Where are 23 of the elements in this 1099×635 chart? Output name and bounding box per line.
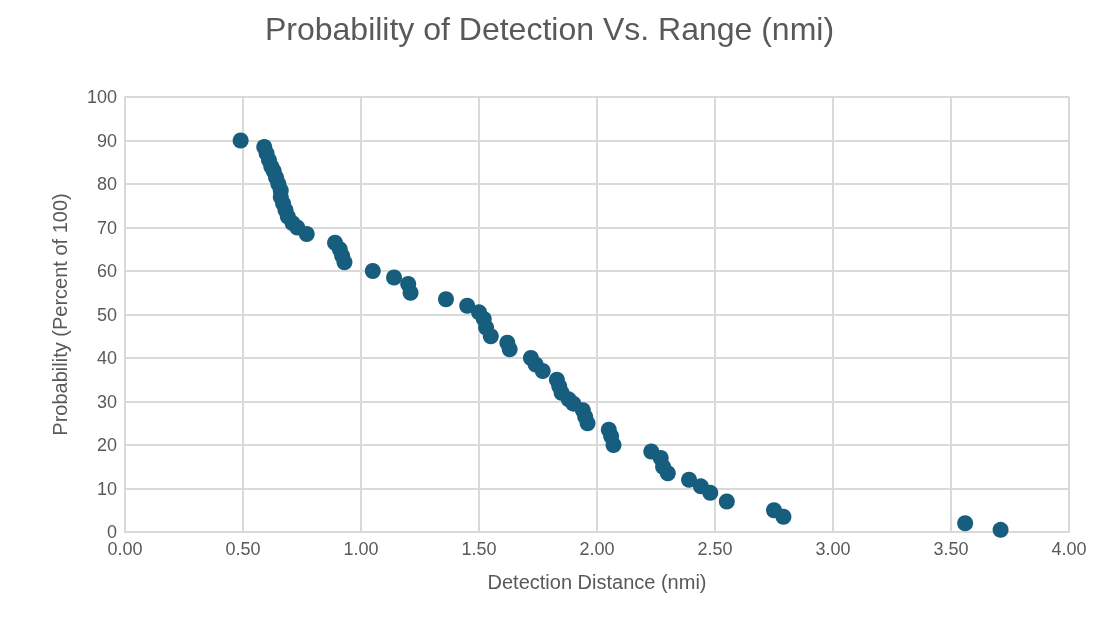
x-tick-label: 1.00 xyxy=(343,539,379,559)
x-tick-label: 4.00 xyxy=(1051,539,1087,559)
x-tick-label: 0.50 xyxy=(225,539,261,559)
x-tick-label: 2.00 xyxy=(579,539,615,559)
y-tick-label: 50 xyxy=(96,304,117,325)
y-tick-label: 80 xyxy=(96,174,117,194)
x-axis-title: Detection Distance (nmi) xyxy=(487,571,707,593)
y-tick-label: 90 xyxy=(96,130,117,151)
x-tick-label: 1.50 xyxy=(461,539,497,559)
y-tick-label: 0 xyxy=(106,522,117,542)
x-tick-label: 0.00 xyxy=(107,539,143,559)
chart-title: Probability of Detection Vs. Range (nmi) xyxy=(264,11,835,47)
y-tick-label: 20 xyxy=(96,435,117,455)
y-tick-label: 100 xyxy=(86,87,117,107)
y-tick-label: 30 xyxy=(96,391,117,412)
x-tick-label: 2.50 xyxy=(697,539,733,559)
y-tick-label: 70 xyxy=(96,217,117,238)
x-tick-label: 3.50 xyxy=(933,539,969,559)
y-tick-label: 40 xyxy=(96,348,117,368)
x-tick-label: 3.00 xyxy=(815,539,851,559)
y-tick-label: 10 xyxy=(96,478,117,499)
y-axis-title: Probability (Percent of 100) xyxy=(49,193,71,436)
y-tick-label: 60 xyxy=(96,261,117,281)
